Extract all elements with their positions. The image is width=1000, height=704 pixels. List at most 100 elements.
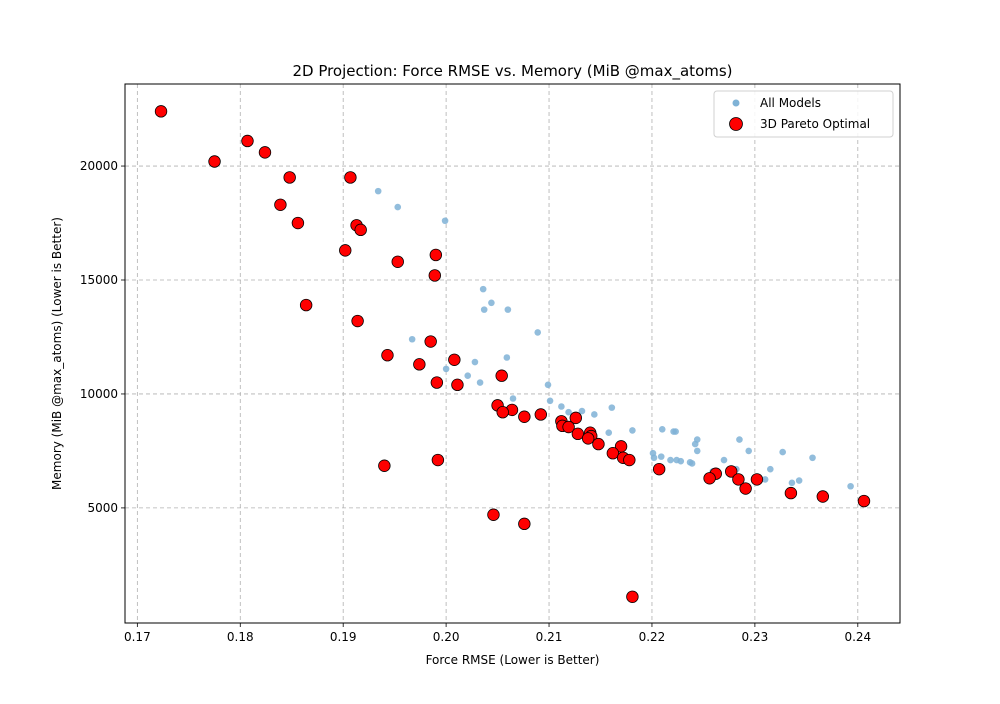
- data-point-pareto: [274, 198, 287, 211]
- legend-label-pareto: 3D Pareto Optimal: [760, 117, 870, 131]
- data-point-pareto: [241, 134, 254, 148]
- data-point-all-models: [736, 436, 743, 443]
- chart-title: 2D Projection: Force RMSE vs. Memory (Mi…: [292, 62, 732, 81]
- data-point-pareto: [299, 298, 313, 312]
- data-point-all-models: [408, 335, 416, 343]
- data-point-pareto: [518, 410, 531, 423]
- data-point-all-models: [504, 306, 512, 313]
- x-tick-label: 0.22: [639, 630, 666, 644]
- data-point-all-models: [767, 465, 774, 473]
- x-tick-label: 0.18: [227, 630, 254, 644]
- data-point-pareto: [487, 508, 500, 521]
- y-axis-label: Memory (MiB @max_atoms) (Lower is Better…: [50, 217, 64, 490]
- data-point-all-models: [578, 407, 586, 415]
- data-point-all-models: [688, 460, 696, 467]
- data-point-all-models: [788, 479, 796, 487]
- data-point-pareto: [626, 590, 639, 603]
- data-point-pareto: [739, 482, 752, 495]
- data-point-all-models: [629, 427, 636, 434]
- grid: [125, 84, 900, 623]
- data-point-pareto: [339, 244, 352, 257]
- data-point-all-models: [745, 447, 753, 455]
- data-point-pareto: [430, 376, 444, 389]
- data-point-pareto: [816, 490, 830, 503]
- data-point-all-models: [509, 395, 517, 402]
- data-point-pareto: [391, 255, 404, 268]
- data-point-pareto: [291, 216, 305, 230]
- data-point-all-models: [667, 456, 674, 464]
- data-point-pareto: [606, 447, 620, 460]
- data-point-pareto: [569, 411, 582, 425]
- data-point-pareto: [750, 473, 764, 486]
- data-point-pareto: [518, 517, 531, 531]
- data-point-pareto: [623, 453, 636, 467]
- data-point-pareto: [431, 453, 445, 467]
- data-point-all-models: [558, 403, 565, 410]
- data-point-pareto: [378, 459, 391, 472]
- y-tick-label: 10000: [80, 387, 118, 401]
- data-point-pareto: [413, 358, 426, 371]
- data-point-pareto: [258, 146, 272, 159]
- data-point-pareto: [354, 223, 367, 237]
- data-point-all-models: [720, 456, 728, 464]
- data-point-all-models: [394, 203, 402, 211]
- x-tick-label: 0.21: [536, 630, 563, 644]
- y-tick-label: 15000: [80, 273, 118, 287]
- data-point-pareto: [154, 105, 168, 118]
- data-point-all-models: [503, 354, 511, 361]
- data-point-all-models: [374, 187, 382, 195]
- data-point-all-models: [761, 476, 769, 483]
- data-point-pareto: [496, 405, 509, 419]
- data-point-pareto: [562, 420, 575, 434]
- data-point-pareto: [344, 171, 357, 184]
- data-point-pareto: [208, 155, 221, 168]
- data-point-all-models: [650, 454, 658, 462]
- data-point-all-models: [480, 306, 488, 313]
- data-point-pareto: [428, 269, 441, 282]
- data-point-pareto: [857, 494, 871, 508]
- legend-box: [713, 90, 894, 138]
- data-point-pareto: [495, 369, 508, 382]
- data-point-all-models: [809, 454, 816, 462]
- legend-marker-all-models: [732, 99, 740, 107]
- data-point-all-models: [847, 482, 854, 490]
- x-tick-label: 0.20: [433, 630, 460, 644]
- data-point-pareto: [581, 432, 595, 445]
- data-point-all-models: [471, 358, 479, 366]
- data-point-all-models: [693, 447, 701, 455]
- data-point-all-models: [442, 365, 450, 373]
- data-point-all-models: [565, 408, 572, 416]
- data-point-all-models: [476, 379, 484, 386]
- data-point-all-models: [672, 428, 679, 435]
- data-point-pareto: [725, 465, 738, 478]
- data-point-all-models: [608, 404, 616, 411]
- data-point-all-models: [605, 429, 613, 436]
- data-point-pareto: [381, 349, 394, 362]
- data-point-pareto: [592, 437, 605, 451]
- data-point-pareto: [534, 408, 548, 421]
- data-point-all-models: [677, 457, 685, 465]
- data-point-all-models: [795, 477, 803, 484]
- data-point-all-models: [779, 448, 786, 456]
- data-point-all-models: [591, 411, 598, 418]
- data-point-all-models: [464, 372, 472, 380]
- data-point-pareto: [703, 472, 716, 485]
- data-point-pareto: [451, 378, 464, 392]
- y-tick-label: 20000: [80, 159, 118, 173]
- data-point-pareto: [732, 473, 745, 486]
- data-point-pareto: [448, 353, 461, 366]
- x-tick-label: 0.19: [330, 630, 357, 644]
- data-point-pareto: [283, 171, 296, 184]
- data-point-all-models: [691, 440, 699, 448]
- data-point-all-models: [479, 285, 487, 293]
- plot-frame: [124, 83, 901, 624]
- data-point-pareto: [424, 335, 437, 348]
- data-point-all-models: [657, 453, 665, 460]
- data-point-all-models: [441, 217, 449, 225]
- x-tick-label: 0.17: [124, 630, 151, 644]
- data-point-pareto: [571, 427, 585, 441]
- data-point-all-models: [534, 329, 542, 336]
- x-tick-label: 0.23: [742, 630, 769, 644]
